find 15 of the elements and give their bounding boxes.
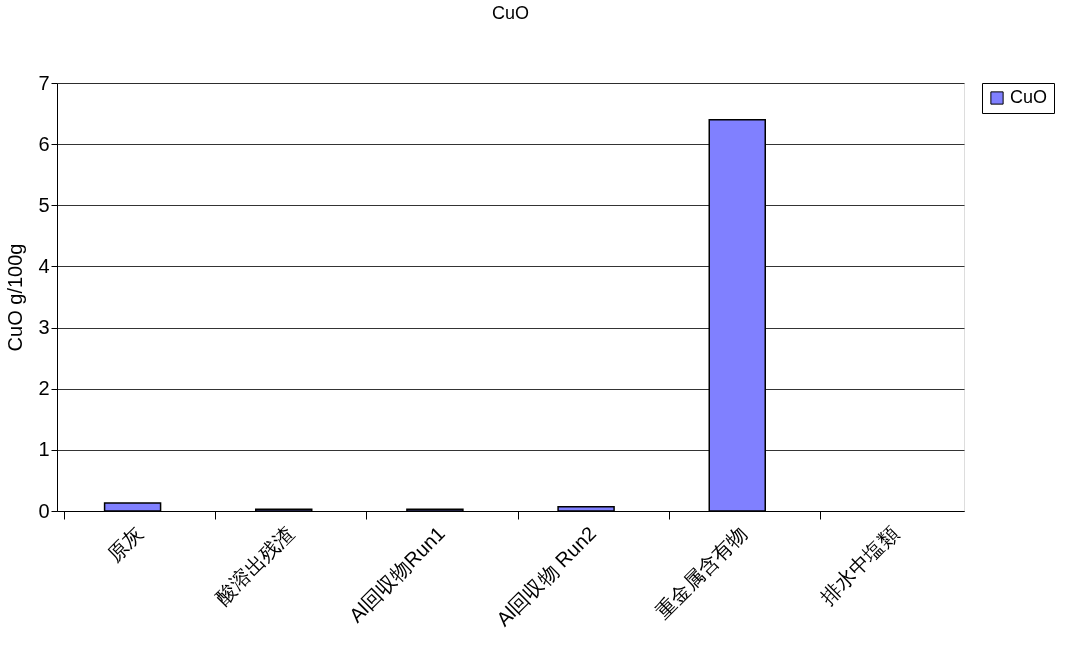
y-tick-label: 7 xyxy=(38,71,50,94)
x-tick-label: 重金属含有物 xyxy=(650,522,752,623)
y-tick-label: 4 xyxy=(38,254,50,277)
chart-title: CuO xyxy=(491,3,530,23)
y-tick-label: 2 xyxy=(38,377,50,400)
x-tick-label: 排水中塩類 xyxy=(816,522,903,609)
y-tick-label: 1 xyxy=(38,438,50,461)
y-axis-title: CuO g/100g xyxy=(4,243,27,352)
y-tick-label: 5 xyxy=(38,193,50,216)
x-tick-label: 酸溶出残渣 xyxy=(211,522,298,609)
legend-label: CuO xyxy=(1010,87,1048,107)
y-tick-label: 6 xyxy=(38,132,50,155)
x-tick-label: 原灰 xyxy=(102,522,147,566)
y-tick-label: 3 xyxy=(38,316,50,339)
y-tick-label: 0 xyxy=(38,499,50,522)
